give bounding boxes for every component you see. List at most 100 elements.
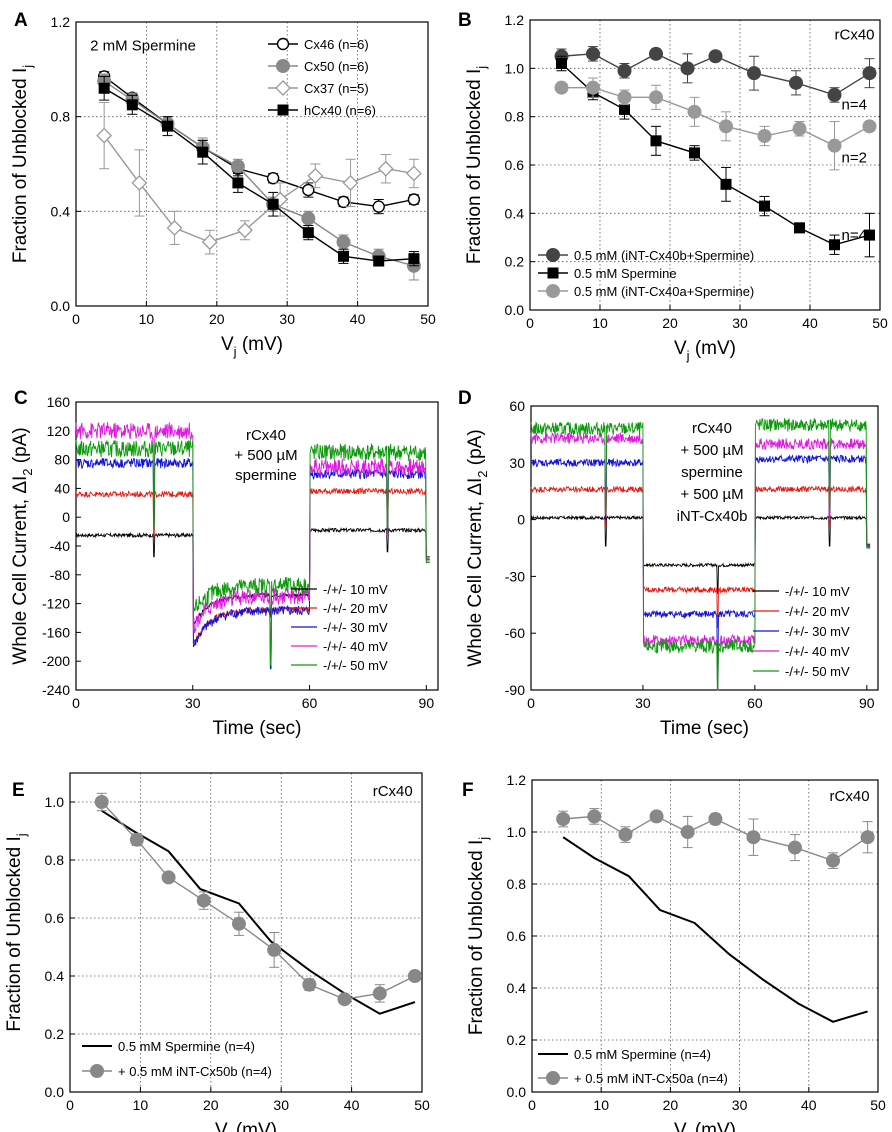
data-point bbox=[377, 160, 394, 177]
legend-marker bbox=[546, 284, 560, 298]
data-point bbox=[864, 229, 875, 241]
data-point bbox=[649, 46, 663, 61]
data-point bbox=[719, 119, 733, 134]
series-line bbox=[103, 135, 415, 243]
x-tick-label: 30 bbox=[185, 695, 201, 711]
legend-entry: -/+/- 20 mV bbox=[323, 601, 388, 616]
y-tick-label: 0.0 bbox=[507, 1084, 527, 1100]
y-tick-label: 0.8 bbox=[507, 876, 527, 892]
y-tick-label: -160 bbox=[42, 624, 70, 640]
y-axis-label: Fraction of Unblocked Ij bbox=[466, 837, 491, 1035]
panel-E: 0 10 20 30 40 50 0.0 0.2 0.4 0.6 0.8 1.0 E Vj (mV) Fra… bbox=[4, 772, 430, 1132]
panel-label: F bbox=[462, 780, 474, 801]
data-point bbox=[129, 832, 144, 847]
x-tick-label: 0 bbox=[72, 695, 80, 711]
data-point bbox=[407, 969, 422, 983]
panel-label: E bbox=[12, 780, 25, 801]
series-cx37-n-5- bbox=[96, 101, 422, 255]
legend-entry: + 0.5 mM iNT-Cx50a (n=4) bbox=[574, 1071, 728, 1086]
legend-entry: 0.5 mM (iNT-Cx40b+Spermine) bbox=[574, 248, 754, 263]
data-point bbox=[862, 119, 877, 134]
annotation: rCx40 bbox=[246, 427, 286, 444]
data-point bbox=[757, 129, 772, 143]
annotation: + 500 µM bbox=[234, 447, 297, 464]
trace-5 bbox=[530, 417, 871, 691]
x-tick-label: 10 bbox=[133, 1097, 149, 1113]
plot-frame bbox=[69, 772, 423, 1093]
annotation: iNT-Cx40b bbox=[677, 508, 748, 525]
x-axis-label: Vj (mV) bbox=[674, 338, 736, 363]
annotation: spermine bbox=[235, 467, 297, 484]
data-point bbox=[680, 61, 695, 76]
panel-label: D bbox=[458, 388, 472, 409]
x-tick-label: 90 bbox=[859, 695, 875, 711]
series-line bbox=[103, 80, 415, 267]
panel-C: 0 30 60 90 -240 -200 -160 -120 -80 -40 0 40 80 120 160… bbox=[10, 388, 439, 739]
data-point bbox=[792, 121, 807, 136]
y-tick-label: 0.0 bbox=[45, 1084, 65, 1100]
series-0-5-mm-spermine-n-4- bbox=[101, 809, 416, 1015]
legend-entry: hCx40 (n=6) bbox=[304, 103, 376, 118]
legend-entry: -/+/- 40 mV bbox=[785, 644, 850, 659]
y-tick-label: 0.2 bbox=[505, 254, 525, 270]
data-point bbox=[617, 63, 632, 78]
x-tick-label: 0 bbox=[528, 1097, 536, 1113]
data-point bbox=[746, 830, 761, 845]
legend: 0.5 mM Spermine (n=4) + 0.5 mM iNT-Cx50b … bbox=[82, 1039, 272, 1079]
data-point bbox=[794, 222, 805, 234]
data-point bbox=[708, 812, 723, 826]
x-tick-label: 40 bbox=[801, 1097, 817, 1113]
panel-label: C bbox=[14, 388, 28, 409]
x-tick-label: 30 bbox=[279, 311, 295, 327]
x-tick-label: 50 bbox=[420, 311, 436, 327]
data-point bbox=[372, 200, 385, 213]
x-tick-label: 20 bbox=[663, 1097, 679, 1113]
trace-4 bbox=[75, 422, 430, 666]
series-hcx40-n-6- bbox=[98, 75, 420, 267]
plot-frame bbox=[530, 405, 879, 691]
legend: -/+/- 10 mV -/+/- 20 mV -/+/- 30 mV -/+/- 4… bbox=[753, 584, 850, 679]
legend-entry: Cx50 (n=6) bbox=[304, 59, 369, 74]
legend-entry: + 0.5 mM iNT-Cx50b (n=4) bbox=[118, 1064, 272, 1079]
series-line bbox=[101, 801, 416, 1000]
annotation: 2 mM Spermine bbox=[90, 37, 196, 54]
trace-3 bbox=[530, 454, 871, 672]
series-line bbox=[561, 86, 870, 147]
series-0-5-mm-int-cx40a-spermine- bbox=[554, 77, 877, 171]
series-line bbox=[103, 87, 414, 262]
data-point bbox=[554, 80, 569, 95]
data-point bbox=[372, 986, 387, 1001]
data-point bbox=[759, 200, 770, 212]
y-tick-label: -60 bbox=[505, 625, 525, 641]
series-0-5-mm-int-cx40b-spermine- bbox=[554, 46, 877, 103]
y-tick-label: 0.4 bbox=[45, 968, 65, 984]
data-point bbox=[131, 175, 148, 191]
annotation: rCx40 bbox=[692, 420, 732, 437]
legend-entry: -/+/- 10 mV bbox=[323, 582, 388, 597]
x-tick-label: 0 bbox=[66, 1097, 74, 1113]
data-point bbox=[407, 193, 421, 206]
data-point bbox=[408, 253, 420, 265]
data-point bbox=[301, 211, 316, 226]
data-point bbox=[342, 175, 359, 191]
series-0-5-mm-spermine-n-4- bbox=[562, 836, 868, 1023]
legend-marker bbox=[275, 80, 291, 96]
legend-entry: Cx46 (n=6) bbox=[304, 37, 369, 52]
y-tick-label: 1.2 bbox=[51, 14, 71, 30]
y-tick-label: 60 bbox=[509, 398, 525, 414]
data-point bbox=[126, 99, 138, 111]
x-tick-label: 10 bbox=[139, 311, 155, 327]
y-tick-label: 30 bbox=[509, 455, 525, 471]
data-point bbox=[337, 195, 350, 209]
data-point bbox=[197, 146, 209, 158]
data-point bbox=[336, 235, 351, 250]
y-axis-label: Whole Cell Current, ΔI2 (pA) bbox=[10, 427, 35, 664]
y-tick-label: -40 bbox=[50, 538, 70, 554]
legend-marker bbox=[546, 248, 560, 262]
y-tick-label: -30 bbox=[505, 568, 525, 584]
y-tick-label: 0.6 bbox=[507, 928, 527, 944]
panel-label: B bbox=[458, 10, 472, 31]
x-tick-label: 90 bbox=[419, 695, 435, 711]
data-point bbox=[827, 87, 842, 102]
series--0-5-mm-int-cx50a-n-4- bbox=[556, 808, 875, 869]
